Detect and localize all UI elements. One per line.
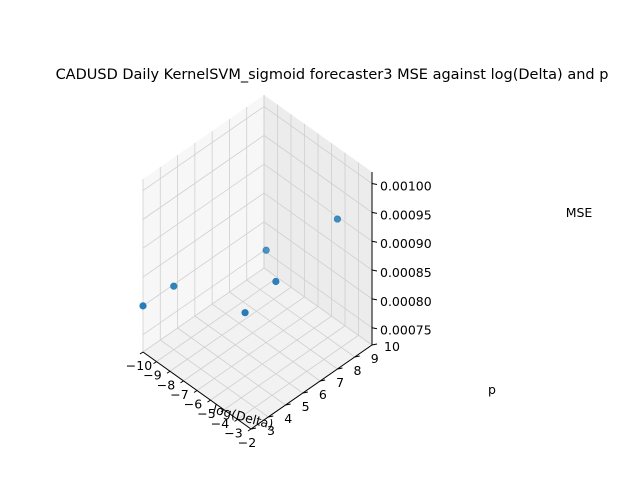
z-tick-label: 0.00090 bbox=[380, 236, 432, 251]
grid-line bbox=[142, 106, 265, 191]
grid-line bbox=[263, 135, 373, 213]
data-point bbox=[262, 246, 270, 254]
x-tick bbox=[139, 351, 144, 355]
grid-line bbox=[211, 303, 321, 382]
z-tick bbox=[371, 240, 378, 243]
data-points bbox=[139, 215, 342, 317]
y-tick bbox=[371, 343, 378, 346]
grid-line bbox=[263, 250, 373, 329]
x-tick bbox=[193, 390, 198, 393]
y-tick bbox=[354, 355, 360, 358]
grid-line bbox=[194, 315, 304, 394]
z-tick-label: 0.00085 bbox=[380, 265, 432, 280]
x-tick bbox=[153, 361, 157, 365]
data-point bbox=[139, 302, 147, 310]
y-tick bbox=[285, 403, 291, 406]
grid-line bbox=[142, 163, 265, 249]
grid-line bbox=[263, 192, 373, 271]
z-tick bbox=[371, 211, 378, 214]
y-tick bbox=[337, 367, 343, 370]
grid-line bbox=[210, 315, 332, 401]
grid-line bbox=[229, 291, 338, 370]
y-tick bbox=[250, 427, 257, 430]
y-tick-label: 4 bbox=[284, 411, 292, 426]
x-tick bbox=[247, 428, 252, 432]
grid-line bbox=[177, 327, 286, 406]
grid-line bbox=[142, 267, 265, 353]
x-tick bbox=[166, 370, 171, 374]
y-axis-line bbox=[250, 344, 373, 430]
x-tick-label: −7 bbox=[170, 387, 188, 402]
grid-line bbox=[160, 339, 269, 418]
grid-line bbox=[263, 221, 373, 300]
grid-line bbox=[263, 106, 373, 184]
grid-line bbox=[223, 325, 346, 411]
data-point bbox=[170, 282, 178, 290]
x-tick-label: −4 bbox=[211, 416, 229, 431]
x-tick bbox=[180, 380, 184, 384]
y-tick bbox=[268, 415, 274, 418]
y-tick-label: 8 bbox=[353, 363, 361, 378]
grid-line bbox=[142, 192, 265, 278]
x-tick bbox=[234, 418, 238, 422]
data-point bbox=[272, 277, 280, 286]
z-tick-label: 0.00100 bbox=[380, 179, 432, 194]
x-tick-label: −10 bbox=[126, 358, 152, 373]
x-tick-label: −6 bbox=[184, 397, 202, 412]
y-tick-label: 10 bbox=[384, 339, 400, 354]
grid-line bbox=[142, 135, 265, 220]
x-tick bbox=[220, 409, 225, 413]
y-tick-label: 9 bbox=[371, 351, 379, 366]
z-tick-label: 0.00080 bbox=[380, 294, 432, 309]
grid-line bbox=[196, 306, 319, 391]
x-tick-label: −3 bbox=[224, 425, 242, 440]
x-tick-label: −8 bbox=[157, 377, 175, 392]
chart-title: CADUSD Daily KernelSVM_sigmoid forecaste… bbox=[56, 67, 609, 83]
grid-line bbox=[156, 277, 278, 362]
grid-line bbox=[263, 267, 373, 346]
z-tick-label: 0.00075 bbox=[380, 323, 432, 338]
y-axis-label: p bbox=[488, 382, 496, 397]
data-point bbox=[241, 309, 249, 317]
y-tick-label: 7 bbox=[336, 375, 344, 390]
z-tick bbox=[371, 327, 378, 330]
grid-line bbox=[169, 286, 292, 372]
y-tick bbox=[302, 391, 308, 394]
z-tick bbox=[371, 269, 378, 272]
grid-line bbox=[142, 221, 265, 307]
x-tick-label: −2 bbox=[238, 435, 256, 450]
grid-line bbox=[183, 296, 305, 382]
y-tick-label: 6 bbox=[319, 387, 327, 402]
y-tick bbox=[320, 379, 326, 382]
data-point bbox=[333, 215, 342, 223]
x-tick-label: −9 bbox=[143, 368, 161, 383]
z-axis-label: MSE bbox=[566, 205, 593, 220]
z-tick bbox=[371, 183, 378, 186]
grid-line bbox=[142, 250, 265, 336]
x-tick bbox=[207, 399, 211, 403]
x-tick-label: −5 bbox=[197, 406, 215, 421]
grid-line bbox=[263, 163, 373, 242]
z-tick-label: 0.00095 bbox=[380, 207, 432, 222]
y-tick-label: 5 bbox=[302, 399, 310, 414]
y-tick-label: 3 bbox=[267, 423, 275, 438]
z-tick bbox=[371, 298, 378, 301]
grid-line bbox=[246, 279, 355, 358]
grid-line bbox=[237, 335, 359, 420]
